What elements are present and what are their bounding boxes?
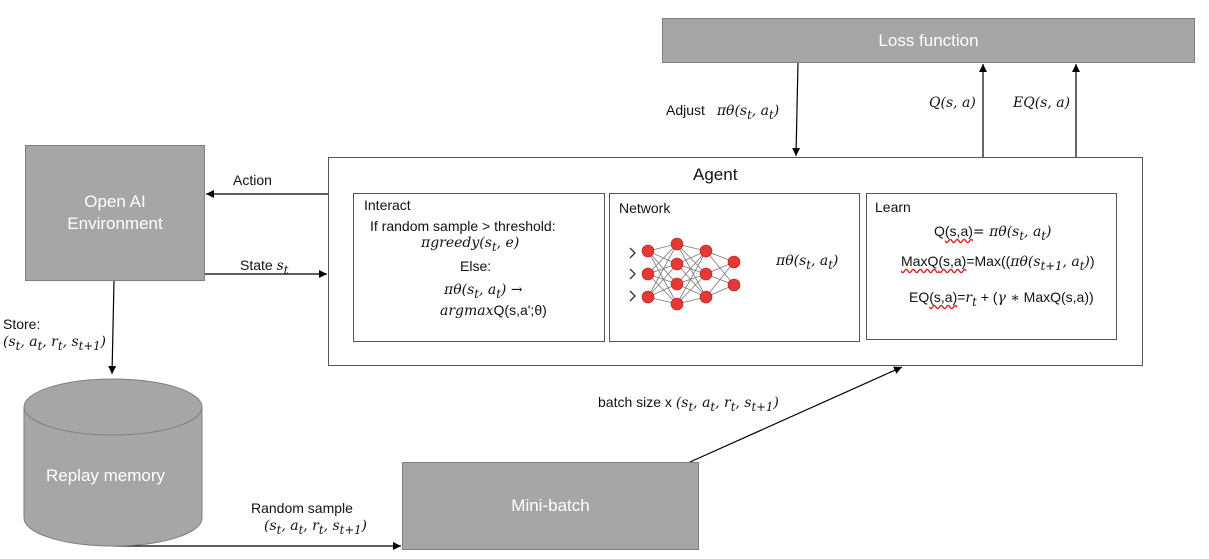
interact-argmax-formula: argmaxQ(s,a';θ) [440,302,547,319]
q-formula-label: Q(s, a) [929,95,976,111]
agent-box: Agent Interact If random sample > thresh… [328,157,1143,366]
store-label: Store: [3,316,41,332]
environment-line2: Environment [67,214,163,233]
network-formula: πθ(st, at) [776,253,839,272]
environment-box: Open AI Environment [25,145,205,281]
interact-else: Else: [460,258,492,274]
interact-greedy-formula: πgreedy(st, e) [421,235,520,254]
batch-arrow [689,366,903,463]
store-formula: (st, at, rt, st+1) [3,334,106,353]
adjust-arrow [792,61,801,157]
learn-box: Learn Q(s,a)= πθ(st, at) MaxQ(s,a)=Max((… [866,193,1117,340]
neural-network-icon [629,237,741,311]
interact-policy-formula: πθ(st, at) → [444,282,523,301]
random-sample-formula: (st, at, rt, st+1) [264,518,367,537]
state-formula: st [276,258,289,277]
network-title: Network [619,200,671,216]
environment-line1: Open AI [84,192,146,211]
loss-function-label: Loss function [878,30,979,50]
learn-title: Learn [875,199,911,215]
store-arrow [108,280,117,375]
mini-batch-label: Mini-batch [511,496,590,515]
action-label: Action [233,172,272,188]
replay-memory-label: Replay memory [46,466,166,485]
interact-condition: If random sample > threshold: [370,218,556,234]
random-sample-label: Random sample [251,500,353,516]
learn-eq-formula: EQ(s,a)=rt + (γ ∗ MaxQ(s,a)) [909,289,1094,309]
mini-batch-box: Mini-batch [402,462,699,550]
learn-maxq-formula: MaxQ(s,a)=Max((πθ(st+1, at)) [901,253,1095,273]
loss-function-box: Loss function [662,18,1195,63]
replay-memory-cylinder [23,378,203,547]
state-label: State st [240,257,289,277]
batch-size-label: batch size x (st, at, rt, st+1) [598,394,779,414]
batch-size-formula: (st, at, rt, st+1) [675,395,779,414]
agent-title: Agent [693,165,738,184]
learn-q-formula: Q(s,a)= πθ(st, at) [934,223,1052,243]
adjust-formula: πθ(st, at) [716,103,780,122]
interact-box: Interact If random sample > threshold: π… [353,193,605,342]
adjust-label: Adjust πθ(st, at) [666,102,780,122]
interact-title: Interact [364,197,411,213]
eq-formula-label: EQ(s, a) [1013,95,1071,111]
network-box: Network πθ(st, at) [609,193,860,342]
